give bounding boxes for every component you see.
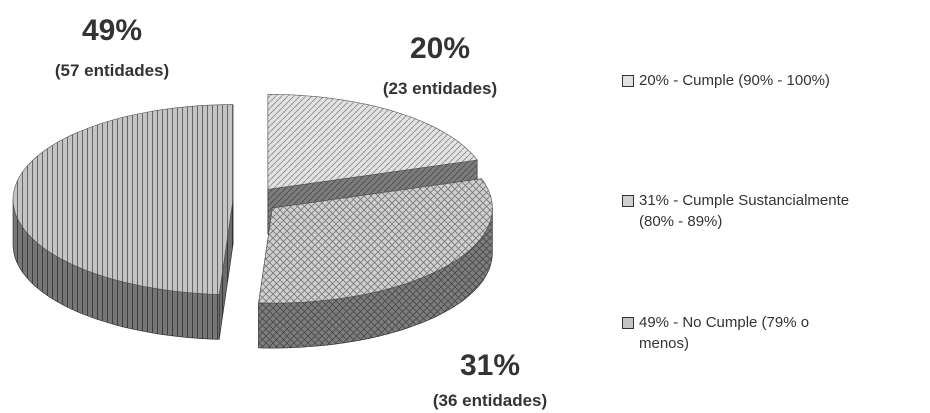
legend-entry: 49% - No Cumple (79% o menos): [622, 312, 854, 354]
value-label: 31%: [460, 349, 520, 382]
slice: [12, 104, 234, 340]
pie: [12, 94, 493, 349]
legend-label: 49% - No Cumple (79% o menos): [639, 314, 810, 352]
count-label: (57 entidades): [55, 61, 169, 80]
legend-swatch: [622, 317, 634, 329]
slice-top: [12, 104, 234, 295]
value-label: 20%: [410, 32, 470, 65]
slice: [258, 178, 493, 349]
count-label: (36 entidades): [433, 391, 547, 410]
legend-label: 31% - Cumple Sustancialmente (80% - 89%): [639, 192, 850, 230]
slice-top: [258, 178, 493, 304]
legend-entry: 31% - Cumple Sustancialmente (80% - 89%): [622, 190, 854, 232]
legend-label: 20% - Cumple (90% - 100%): [639, 72, 830, 89]
count-label: (23 entidades): [383, 79, 497, 98]
value-label: 49%: [82, 14, 142, 47]
legend-swatch: [622, 75, 634, 87]
legend-entry: 20% - Cumple (90% - 100%): [622, 70, 854, 91]
slice-top: [267, 94, 478, 190]
legend-swatch: [622, 195, 634, 207]
